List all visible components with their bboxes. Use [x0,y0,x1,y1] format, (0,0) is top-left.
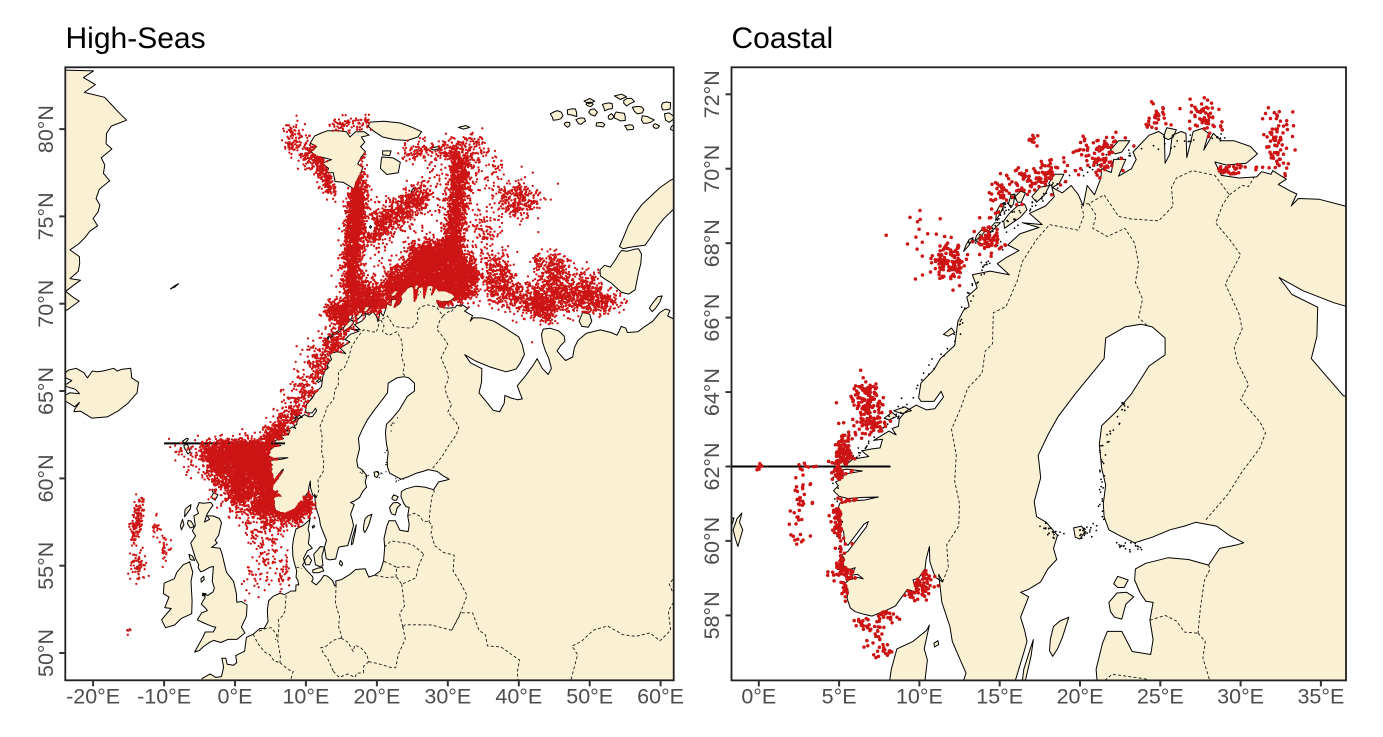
svg-text:72°N: 72°N [700,70,724,118]
svg-text:64°N: 64°N [700,368,724,416]
svg-text:60°N: 60°N [700,517,724,565]
svg-text:-10°E: -10°E [137,684,191,708]
svg-text:-20°E: -20°E [66,684,120,708]
svg-text:5°E: 5°E [822,684,857,708]
svg-text:0°E: 0°E [218,684,253,708]
svg-text:10°E: 10°E [896,684,943,708]
svg-text:75°N: 75°N [34,192,58,240]
svg-text:55°N: 55°N [34,542,58,590]
svg-text:66°N: 66°N [700,294,724,342]
svg-text:30°E: 30°E [424,684,471,708]
svg-text:40°E: 40°E [495,684,542,708]
svg-text:60°N: 60°N [34,454,58,502]
svg-text:Coastal: Coastal [732,22,834,55]
svg-text:62°N: 62°N [700,442,724,490]
svg-text:20°E: 20°E [353,684,400,708]
svg-text:68°N: 68°N [700,219,724,267]
svg-text:50°E: 50°E [566,684,613,708]
svg-text:30°E: 30°E [1217,684,1264,708]
svg-text:50°N: 50°N [34,629,58,677]
svg-text:58°N: 58°N [700,591,724,639]
svg-text:65°N: 65°N [34,367,58,415]
svg-text:70°N: 70°N [700,145,724,193]
svg-text:35°E: 35°E [1297,684,1344,708]
svg-text:10°E: 10°E [282,684,329,708]
svg-text:60°E: 60°E [637,684,684,708]
svg-text:15°E: 15°E [976,684,1023,708]
svg-text:80°N: 80°N [34,105,58,153]
svg-text:20°E: 20°E [1057,684,1104,708]
svg-text:70°N: 70°N [34,280,58,328]
svg-text:25°E: 25°E [1137,684,1184,708]
svg-text:High-Seas: High-Seas [66,22,206,55]
svg-text:0°E: 0°E [741,684,776,708]
